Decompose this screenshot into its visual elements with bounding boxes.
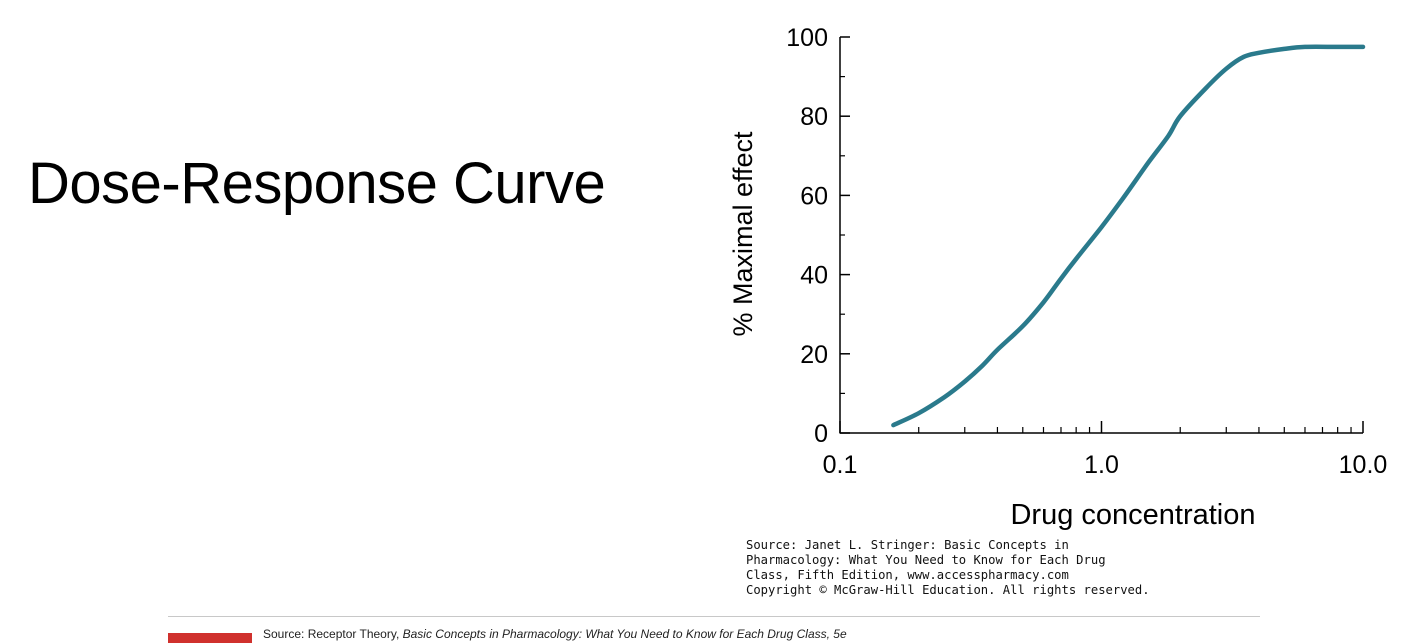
y-tick-label: 80 <box>800 103 828 131</box>
source-note-line: Class, Fifth Edition, www.accesspharmacy… <box>746 568 1069 582</box>
source-note: Source: Janet L. Stringer: Basic Concept… <box>746 538 1150 598</box>
footer-divider <box>168 616 1260 617</box>
publisher-logo <box>168 633 252 643</box>
source-note-line: Source: Janet L. Stringer: Basic Concept… <box>746 538 1069 552</box>
y-tick-label: 20 <box>800 341 828 369</box>
source-note-line: Pharmacology: What You Need to Know for … <box>746 553 1106 567</box>
x-tick-label: 1.0 <box>1084 451 1119 479</box>
x-tick-label: 10.0 <box>1339 451 1388 479</box>
footer-source-book: Basic Concepts in Pharmacology: What You… <box>402 627 847 641</box>
x-tick-label: 0.1 <box>823 451 858 479</box>
slide-title: Dose-Response Curve <box>28 151 606 216</box>
footer-source-prefix: Source: Receptor Theory, <box>263 627 403 641</box>
y-tick-label: 100 <box>786 24 828 52</box>
y-axis-label: % Maximal effect <box>728 131 758 337</box>
y-tick-label: 40 <box>800 262 828 290</box>
x-axis-label: Drug concentration <box>1010 499 1255 531</box>
y-tick-label: 0 <box>814 420 828 448</box>
source-note-line: Copyright © McGraw-Hill Education. All r… <box>746 583 1150 597</box>
dose-response-curve <box>891 44 1366 428</box>
y-tick-label: 60 <box>800 182 828 210</box>
footer-source: Source: Receptor Theory, Basic Concepts … <box>263 627 847 641</box>
